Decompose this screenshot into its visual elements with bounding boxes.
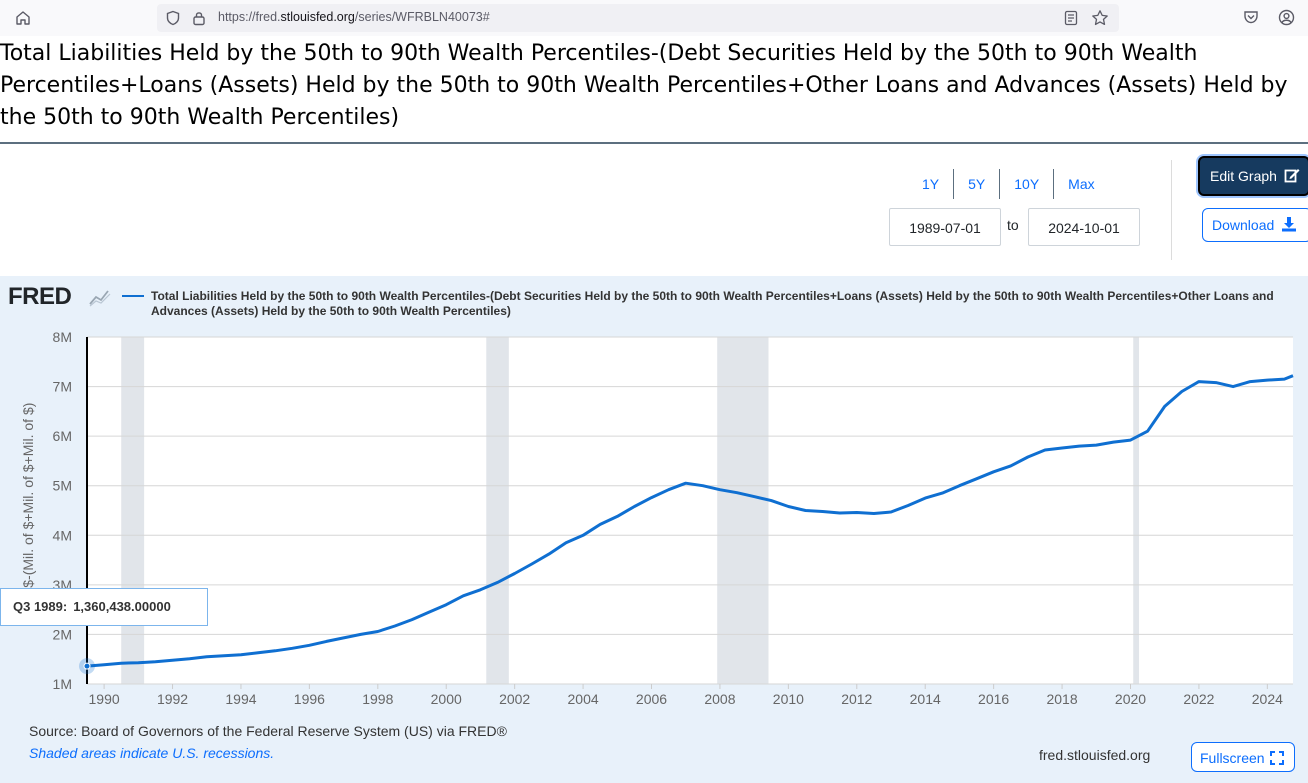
x-tick-label: 2004	[568, 691, 599, 707]
home-icon[interactable]	[14, 9, 32, 27]
x-tick-label: 1998	[362, 691, 393, 707]
x-tick-label: 2002	[499, 691, 530, 707]
y-tick-label: 6M	[53, 428, 72, 444]
fullscreen-button[interactable]: Fullscreen	[1191, 742, 1295, 772]
range-separator	[999, 169, 1001, 199]
x-tick-label: 2006	[636, 691, 667, 707]
source-note: Source: Board of Governors of the Federa…	[29, 723, 507, 739]
tooltip-value: 1,360,438.00000	[73, 599, 171, 614]
edit-graph-label: Edit Graph	[1210, 168, 1277, 184]
lock-icon[interactable]	[191, 10, 207, 26]
x-tick-label: 2018	[1046, 691, 1077, 707]
pocket-icon[interactable]	[1243, 9, 1259, 25]
range-max-link[interactable]: Max	[1068, 176, 1095, 192]
download-label: Download	[1212, 217, 1275, 233]
series-line	[86, 374, 1294, 668]
plot-area	[87, 337, 1293, 684]
x-tick-label: 2014	[910, 691, 941, 707]
edit-graph-button[interactable]: Edit Graph	[1198, 156, 1308, 196]
account-icon[interactable]	[1278, 9, 1295, 26]
page-title: Total Liabilities Held by the 50th to 90…	[0, 41, 1288, 130]
x-tick-label: 1996	[294, 691, 325, 707]
star-icon[interactable]	[1091, 9, 1109, 27]
x-tick-label: 2016	[978, 691, 1009, 707]
recession-band	[1133, 337, 1140, 684]
browser-toolbar: https://fred.stlouisfed.org/series/WFRBL…	[0, 0, 1308, 36]
range-selector: 1Y 5Y 10Y Max	[908, 168, 1109, 200]
y-tick-label: 8M	[53, 329, 72, 345]
url-bar[interactable]: https://fred.stlouisfed.org/series/WFRBL…	[157, 4, 1119, 32]
y-tick-label: 7M	[53, 379, 72, 395]
end-date-input[interactable]: 2024-10-01	[1028, 208, 1140, 246]
date-range-to-label: to	[1007, 217, 1019, 233]
hover-point	[83, 662, 91, 670]
x-tick-label: 2024	[1252, 691, 1283, 707]
title-divider	[0, 142, 1308, 144]
recession-band	[486, 337, 509, 684]
recession-band	[717, 337, 769, 684]
x-tick-label: 1994	[225, 691, 256, 707]
x-tick-label: 1990	[89, 691, 120, 707]
fred-chart-icon	[89, 290, 111, 307]
shield-icon[interactable]	[165, 10, 181, 26]
fred-site-link[interactable]: fred.stlouisfed.org	[1039, 747, 1151, 763]
y-tick-label: 1M	[53, 676, 72, 692]
recession-band	[121, 337, 145, 684]
x-tick-label: 2020	[1115, 691, 1146, 707]
chart-tooltip: Q3 1989: 1,360,438.00000	[0, 588, 208, 626]
range-10y-link[interactable]: 10Y	[1014, 176, 1040, 192]
download-icon	[1282, 217, 1297, 232]
range-separator	[1053, 169, 1055, 199]
x-tick-label: 2022	[1183, 691, 1214, 707]
y-tick-label: 5M	[53, 478, 72, 494]
y-tick-label: 2M	[53, 626, 72, 642]
fullscreen-label: Fullscreen	[1200, 750, 1265, 766]
tooltip-date: Q3 1989:	[13, 599, 68, 614]
legend-swatch	[122, 295, 144, 297]
range-separator	[953, 169, 955, 199]
range-5y-link[interactable]: 5Y	[968, 176, 986, 192]
recession-note: Shaded areas indicate U.S. recessions.	[29, 745, 275, 761]
url-text[interactable]: https://fred.stlouisfed.org/series/WFRBL…	[218, 10, 490, 24]
fullscreen-icon	[1270, 751, 1285, 765]
controls-divider	[1171, 160, 1172, 260]
edit-icon	[1284, 169, 1300, 183]
x-tick-label: 2000	[431, 691, 462, 707]
reader-view-icon[interactable]	[1063, 10, 1079, 26]
x-tick-label: 2008	[704, 691, 735, 707]
x-tick-label: 2012	[841, 691, 872, 707]
x-tick-label: 1992	[157, 691, 188, 707]
legend-label: Total Liabilities Held by the 50th to 90…	[151, 289, 1274, 318]
fred-logo: FRED	[8, 283, 72, 310]
x-tick-label: 2010	[773, 691, 804, 707]
download-button[interactable]: Download	[1202, 208, 1308, 242]
range-1y-link[interactable]: 1Y	[922, 176, 940, 192]
y-tick-label: 4M	[53, 527, 72, 543]
start-date-input[interactable]: 1989-07-01	[889, 208, 1001, 246]
